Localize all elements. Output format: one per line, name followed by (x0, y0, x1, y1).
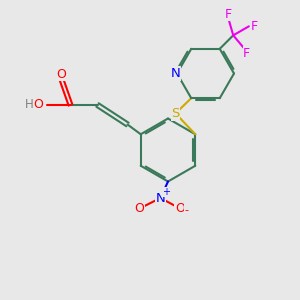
Text: H: H (25, 98, 34, 111)
Text: F: F (243, 47, 250, 60)
Text: S: S (171, 107, 180, 120)
Text: F: F (251, 20, 258, 33)
Text: F: F (225, 8, 232, 21)
Text: -: - (184, 205, 189, 215)
Text: N: N (156, 191, 165, 205)
Text: N: N (171, 67, 180, 80)
Text: +: + (162, 187, 170, 197)
Text: O: O (34, 98, 44, 112)
Text: O: O (57, 68, 66, 81)
Text: O: O (135, 202, 144, 215)
Text: O: O (175, 202, 185, 215)
